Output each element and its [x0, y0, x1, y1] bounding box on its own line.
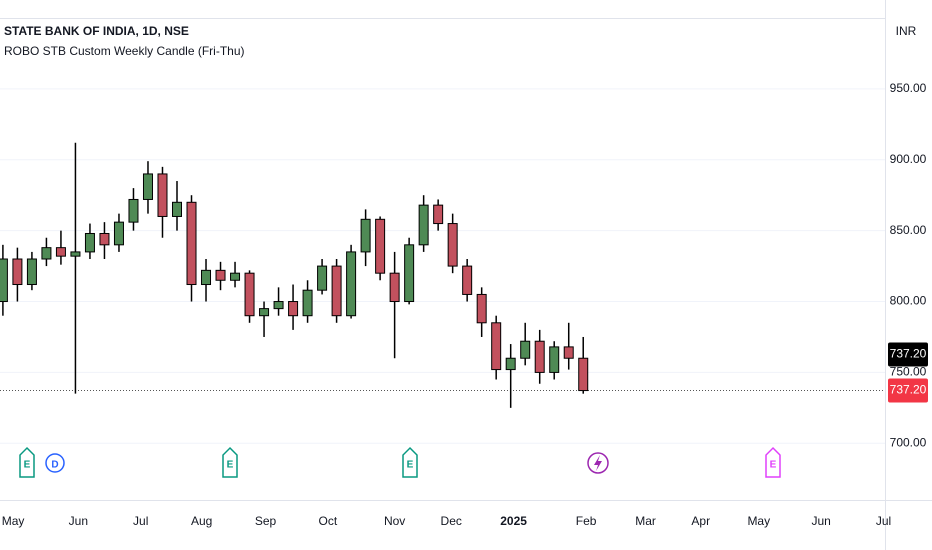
y-tick-label: 800.00 — [890, 294, 927, 308]
candle-body — [505, 357, 516, 371]
candle-body — [12, 258, 23, 286]
candle-body — [230, 272, 241, 281]
candle-body — [99, 232, 110, 246]
candle-body — [26, 258, 37, 286]
y-tick-label: 700.00 — [890, 435, 927, 449]
candle-body — [534, 340, 545, 373]
y-tick-label: 950.00 — [890, 81, 927, 95]
candle-body — [476, 293, 487, 324]
candle-body — [418, 204, 429, 246]
currency: INR — [896, 24, 917, 38]
x-tick-label: Jun — [811, 514, 830, 528]
event-label: E — [227, 460, 234, 471]
x-tick-label: Oct — [319, 514, 338, 528]
candle-body — [113, 221, 124, 246]
x-tick-label: May — [2, 514, 25, 528]
price-label-box — [888, 342, 928, 367]
price-label: 737.20 — [890, 347, 927, 361]
candle-body — [346, 251, 357, 317]
candle-body — [404, 244, 415, 303]
candle-body — [157, 173, 168, 217]
x-tick-label: Dec — [441, 514, 462, 528]
candle-body — [142, 173, 153, 200]
indicator-title: ROBO STB Custom Weekly Candle (Fri-Thu) — [4, 44, 245, 58]
candle-body — [462, 265, 473, 295]
x-tick-label: Nov — [384, 514, 405, 528]
candle-body — [360, 218, 371, 253]
candle-body — [375, 218, 386, 274]
x-tick-label: 2025 — [500, 514, 527, 528]
candle-body — [84, 232, 95, 253]
event-icon — [402, 446, 418, 478]
axes: 700.00 750.00 800.00 850.00 900.00 950.00 May J… — [2, 81, 928, 528]
event-icon — [19, 446, 35, 478]
candle-body — [433, 204, 444, 225]
candle-body — [491, 322, 502, 371]
x-tick-label: Jul — [876, 514, 891, 528]
candle-body — [201, 269, 212, 286]
y-tick-label: 750.00 — [890, 365, 927, 379]
candle-body — [186, 201, 197, 286]
candle-body — [288, 301, 299, 317]
candle-body — [273, 301, 284, 310]
candle-body — [128, 198, 139, 223]
candle-body — [563, 346, 574, 359]
grid — [0, 88, 885, 444]
event-label: E — [24, 460, 31, 471]
x-tick-label: Sep — [255, 514, 277, 528]
x-tick-label: Feb — [576, 514, 597, 528]
candle-body — [331, 265, 342, 317]
candle-body — [0, 258, 8, 303]
candle-body — [578, 357, 589, 392]
candle-body — [55, 247, 66, 257]
event-label: E — [770, 460, 777, 471]
candle-body — [172, 201, 182, 217]
candles — [0, 142, 589, 408]
x-tick-label: Mar — [635, 514, 656, 528]
y-tick-label: 900.00 — [890, 152, 927, 166]
candle-body — [70, 251, 81, 257]
lightning-icon — [594, 455, 602, 471]
x-tick-label: May — [747, 514, 770, 528]
candle-body — [549, 346, 560, 373]
x-tick-label: Jun — [69, 514, 88, 528]
chart-title: STATE BANK OF INDIA, 1D, NSE — [4, 24, 189, 38]
x-tick-label: Apr — [691, 514, 710, 528]
candle-body — [389, 272, 400, 303]
event-icon — [45, 453, 65, 473]
candle-body — [302, 289, 313, 317]
price-label-box — [888, 378, 928, 403]
candle-body — [520, 340, 531, 359]
price-label: 737.20 — [890, 383, 927, 397]
candle-body — [41, 247, 52, 260]
candle-body — [244, 272, 255, 317]
event-label: E — [407, 460, 414, 471]
candle-body — [259, 308, 270, 317]
event-icon — [222, 446, 238, 478]
event-label: D — [51, 460, 58, 471]
candle-body — [447, 223, 458, 267]
x-tick-label: Jul — [133, 514, 148, 528]
y-tick-label: 850.00 — [890, 223, 927, 237]
candle-body — [215, 269, 226, 281]
event-icon — [765, 446, 781, 478]
x-tick-label: Aug — [191, 514, 212, 528]
candle-body — [317, 265, 328, 291]
